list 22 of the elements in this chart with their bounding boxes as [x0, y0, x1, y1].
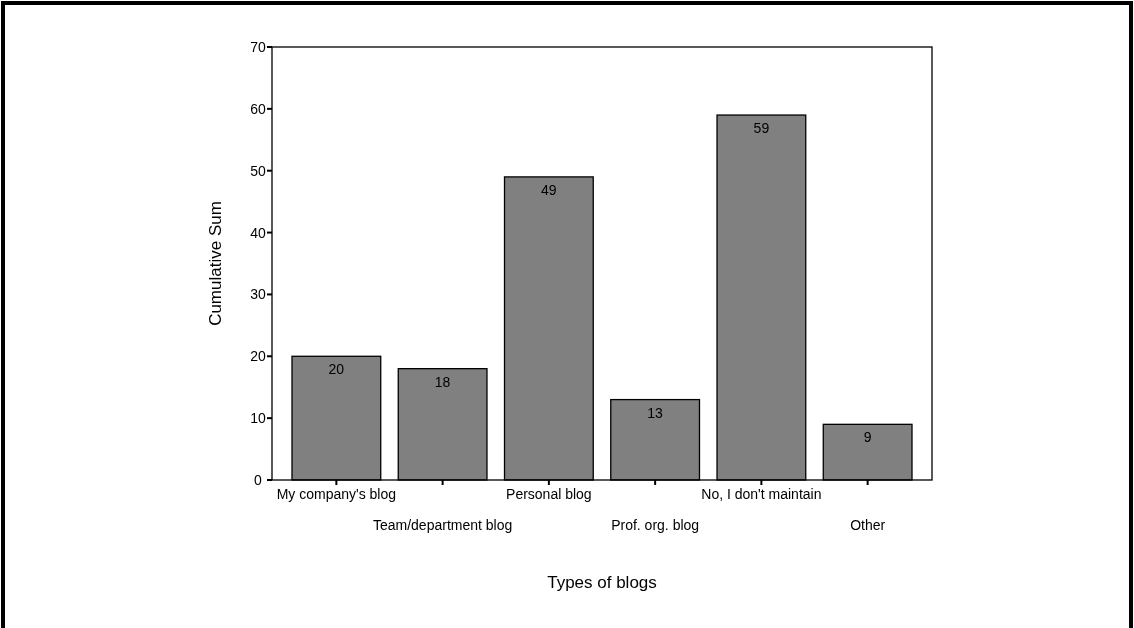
data-label: 9 [863, 429, 872, 446]
y-tick-label: 50 [250, 162, 266, 179]
data-label: 59 [753, 120, 770, 137]
x-tick-label: My company's blog [276, 486, 397, 502]
y-tick-label: 0 [254, 472, 263, 488]
y-tick-label: 20 [250, 348, 266, 365]
x-tick-label: Personal blog [506, 486, 592, 502]
y-axis-title: Cumulative Sum [206, 201, 225, 326]
data-label: 49 [541, 181, 557, 198]
data-label: 13 [647, 404, 664, 421]
y-tick-label: 70 [250, 39, 266, 55]
x-tick-label: Team/department blog [372, 517, 513, 533]
y-tick-label: 60 [250, 100, 266, 117]
y-tick-label: 10 [250, 410, 266, 427]
x-tick-label: Prof. org. blog [611, 517, 700, 533]
data-label: 20 [328, 361, 345, 378]
y-tick-label: 40 [250, 224, 266, 241]
data-label: 18 [434, 373, 451, 390]
y-tick-label: 30 [250, 286, 266, 303]
x-tick-label: No, I don't maintain [701, 486, 822, 502]
x-axis-title: Types of blogs [547, 573, 657, 592]
x-tick-label: Other [850, 517, 886, 533]
